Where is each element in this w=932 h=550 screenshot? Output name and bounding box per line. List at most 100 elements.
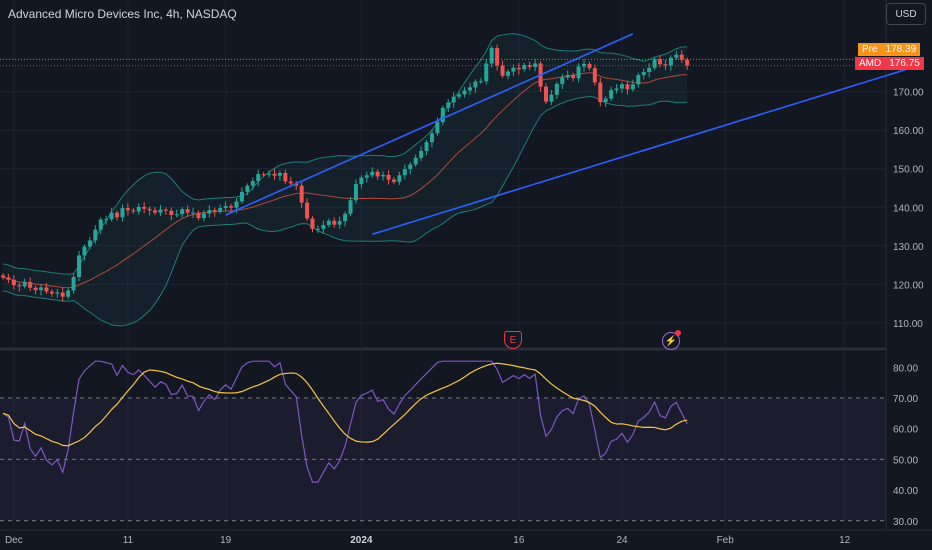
time-tick-label: Feb bbox=[717, 535, 735, 546]
earnings-marker[interactable]: E bbox=[504, 331, 522, 349]
candle-body bbox=[326, 220, 331, 225]
candle-body bbox=[565, 75, 570, 78]
rsi-ma-line bbox=[2, 362, 688, 447]
candle-body bbox=[17, 285, 22, 287]
candle-body bbox=[234, 201, 239, 208]
candle-body bbox=[582, 63, 587, 67]
dividend-lightning-icon[interactable]: ⚡ bbox=[662, 332, 680, 350]
candle-body bbox=[560, 77, 565, 84]
rsi-line bbox=[2, 360, 688, 483]
candle-body bbox=[370, 171, 375, 176]
time-tick-label: 2024 bbox=[350, 535, 373, 546]
candle-body bbox=[489, 48, 494, 64]
candle-body bbox=[397, 175, 402, 182]
candle-body bbox=[49, 291, 54, 294]
candle-body bbox=[679, 54, 684, 60]
candle-body bbox=[641, 72, 646, 76]
candle-body bbox=[315, 228, 320, 230]
price-tick-label: 170.00 bbox=[893, 88, 924, 99]
candle-body bbox=[495, 48, 500, 66]
candle-body bbox=[353, 184, 358, 201]
candle-body bbox=[484, 63, 489, 82]
candle-body bbox=[554, 83, 559, 95]
rsi-tick-label: 40.00 bbox=[893, 486, 918, 497]
rsi-tick-label: 70.00 bbox=[893, 394, 918, 405]
candle-body bbox=[163, 209, 168, 211]
candle-body bbox=[125, 208, 130, 211]
candle-body bbox=[218, 208, 223, 212]
candle-body bbox=[169, 210, 174, 215]
time-tick-label: 16 bbox=[513, 535, 525, 546]
candle-body bbox=[402, 169, 407, 176]
candle-body bbox=[44, 287, 49, 292]
candle-body bbox=[153, 210, 158, 213]
candle-body bbox=[66, 290, 71, 297]
candle-body bbox=[467, 87, 472, 91]
candle-body bbox=[337, 221, 342, 225]
candle-body bbox=[272, 173, 277, 176]
candle-body bbox=[39, 287, 44, 291]
candle-body bbox=[6, 277, 11, 280]
candle-body bbox=[180, 209, 185, 215]
candle-body bbox=[544, 86, 548, 102]
candle-body bbox=[201, 213, 206, 219]
candle-body bbox=[511, 67, 516, 72]
candle-body bbox=[131, 210, 136, 212]
amd-value: 176.75 bbox=[885, 57, 924, 70]
candle-body bbox=[11, 279, 16, 286]
price-tick-label: 110.00 bbox=[893, 319, 923, 330]
candle-body bbox=[424, 142, 429, 152]
candle-body bbox=[625, 84, 630, 90]
candle-body bbox=[451, 96, 456, 103]
candle-body bbox=[435, 122, 440, 134]
price-tick-label: 120.00 bbox=[893, 280, 924, 291]
candle-body bbox=[196, 212, 201, 219]
time-tick-label: 12 bbox=[839, 535, 851, 546]
earnings-marker-label: E bbox=[509, 334, 517, 346]
candle-body bbox=[207, 209, 212, 214]
candle-body bbox=[440, 107, 445, 123]
candle-body bbox=[277, 172, 282, 176]
candle-body bbox=[636, 75, 641, 85]
rsi-tick-label: 30.00 bbox=[893, 517, 918, 528]
candle-body bbox=[620, 84, 625, 89]
trendline bbox=[225, 33, 634, 216]
time-tick-label: 11 bbox=[123, 535, 134, 546]
candle-body bbox=[142, 206, 147, 209]
candle-body bbox=[516, 67, 521, 70]
candle-body bbox=[299, 185, 304, 203]
candle-body bbox=[332, 220, 337, 225]
price-tick-label: 150.00 bbox=[893, 165, 924, 176]
amd-price-tag: AMD 176.75 bbox=[855, 57, 924, 70]
candle-body bbox=[647, 67, 652, 73]
candle-body bbox=[256, 174, 261, 182]
candle-body bbox=[685, 59, 690, 66]
time-tick-label: 24 bbox=[616, 535, 628, 546]
rsi-tick-label: 50.00 bbox=[893, 455, 918, 466]
candle-body bbox=[609, 90, 614, 99]
candle-body bbox=[391, 179, 396, 182]
candle-body bbox=[185, 209, 190, 213]
candle-body bbox=[473, 81, 478, 88]
candle-body bbox=[294, 183, 299, 186]
candle-body bbox=[250, 181, 255, 186]
candle-body bbox=[663, 64, 668, 66]
candle-body bbox=[93, 229, 98, 241]
candle-body bbox=[223, 206, 228, 209]
price-tick-label: 140.00 bbox=[893, 203, 924, 214]
candle-body bbox=[104, 219, 109, 221]
candle-body bbox=[343, 213, 348, 222]
currency-button[interactable]: USD bbox=[886, 3, 926, 25]
candle-body bbox=[212, 209, 217, 212]
candle-body bbox=[60, 292, 65, 297]
rsi-tick-label: 60.00 bbox=[893, 425, 918, 436]
candle-body bbox=[533, 63, 538, 67]
candle-body bbox=[87, 240, 92, 247]
candle-body bbox=[658, 59, 663, 65]
candle-body bbox=[652, 59, 657, 68]
candle-body bbox=[598, 82, 603, 103]
candle-body bbox=[22, 282, 27, 287]
candle-body bbox=[505, 71, 510, 76]
candle-body bbox=[98, 219, 103, 230]
